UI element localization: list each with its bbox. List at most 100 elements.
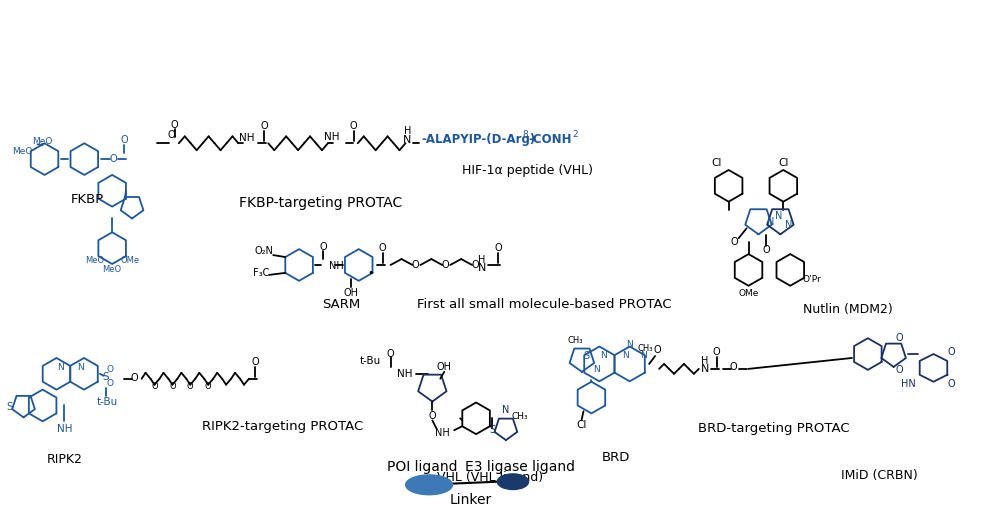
Text: Cl: Cl xyxy=(576,420,587,430)
Text: H: H xyxy=(479,255,486,265)
Text: N: N xyxy=(77,363,83,372)
Text: O: O xyxy=(494,243,501,253)
Text: S: S xyxy=(102,372,109,382)
Text: O: O xyxy=(429,412,437,422)
Text: BRD-targeting PROTAC: BRD-targeting PROTAC xyxy=(697,422,850,435)
Text: O: O xyxy=(169,382,176,391)
Text: Cl: Cl xyxy=(711,158,722,168)
Text: HIF-1α peptide (VHL): HIF-1α peptide (VHL) xyxy=(462,164,594,177)
Text: N: N xyxy=(626,340,633,349)
Text: -CONH: -CONH xyxy=(529,133,572,146)
Text: First all small molecule-based PROTAC: First all small molecule-based PROTAC xyxy=(417,298,672,311)
Text: Cl: Cl xyxy=(778,158,789,168)
Text: NH: NH xyxy=(435,428,449,438)
Text: N: N xyxy=(403,135,412,145)
Text: O₂N: O₂N xyxy=(254,246,274,256)
Text: IMiD (CRBN): IMiD (CRBN) xyxy=(841,469,917,482)
Text: BRD: BRD xyxy=(602,452,631,465)
Text: NH: NH xyxy=(324,132,339,142)
Text: 2: 2 xyxy=(573,130,578,139)
Text: N: N xyxy=(502,405,509,415)
Text: O: O xyxy=(441,260,449,270)
Text: S: S xyxy=(489,425,495,435)
Text: O: O xyxy=(167,130,175,140)
Text: N: N xyxy=(593,365,599,374)
Text: NH: NH xyxy=(329,261,343,271)
Text: E3 ligase ligand: E3 ligase ligand xyxy=(465,460,575,474)
Text: O: O xyxy=(151,382,158,391)
Text: H: H xyxy=(404,127,411,136)
Text: O: O xyxy=(109,154,117,164)
Text: OH: OH xyxy=(343,288,358,298)
Text: N: N xyxy=(641,352,646,361)
Text: N: N xyxy=(785,220,792,230)
Text: RIPK2-targeting PROTAC: RIPK2-targeting PROTAC xyxy=(202,420,363,433)
Text: O: O xyxy=(387,349,394,359)
Ellipse shape xyxy=(405,475,452,495)
Text: O: O xyxy=(471,260,479,270)
Text: O: O xyxy=(350,121,358,131)
Text: N: N xyxy=(600,352,606,361)
Text: t-Bu: t-Bu xyxy=(97,396,119,406)
Text: O: O xyxy=(731,237,739,247)
Text: O: O xyxy=(412,260,419,270)
Text: O: O xyxy=(205,382,212,391)
Text: S: S xyxy=(6,403,13,413)
Text: O: O xyxy=(121,135,128,145)
Text: MeO: MeO xyxy=(103,266,122,275)
Text: OMe: OMe xyxy=(121,256,139,265)
Text: O: O xyxy=(261,121,268,131)
Text: MeO: MeO xyxy=(32,137,53,146)
Text: 8: 8 xyxy=(523,130,529,139)
Text: O: O xyxy=(106,365,113,374)
Text: O: O xyxy=(106,379,113,388)
Text: O: O xyxy=(653,345,661,355)
Text: OMe: OMe xyxy=(739,289,758,298)
Text: Linker: Linker xyxy=(450,494,492,507)
Text: N: N xyxy=(700,364,709,374)
Text: O: O xyxy=(171,120,179,131)
Text: CH₃: CH₃ xyxy=(568,335,584,345)
Text: N: N xyxy=(767,217,774,227)
Text: O: O xyxy=(379,243,387,253)
Text: -ALAPYIP-(D-Arg): -ALAPYIP-(D-Arg) xyxy=(422,133,536,146)
Text: Nutlin (MDM2): Nutlin (MDM2) xyxy=(803,303,893,316)
Text: FKBP: FKBP xyxy=(71,193,104,206)
Text: NH: NH xyxy=(396,369,412,379)
Text: O: O xyxy=(730,362,738,372)
Ellipse shape xyxy=(497,474,529,489)
Text: N: N xyxy=(622,352,629,361)
Text: SARM: SARM xyxy=(322,298,360,311)
Text: O: O xyxy=(319,242,327,252)
Text: HN: HN xyxy=(901,379,915,388)
Text: O: O xyxy=(948,347,955,357)
Text: O: O xyxy=(251,357,259,367)
Text: N: N xyxy=(775,211,782,220)
Text: O’Pr: O’Pr xyxy=(802,275,821,285)
Text: t-Bu: t-Bu xyxy=(359,356,381,366)
Text: F₃C: F₃C xyxy=(253,268,269,278)
Text: MeO: MeO xyxy=(12,146,32,156)
Text: NH: NH xyxy=(238,133,254,143)
Text: S: S xyxy=(584,351,590,361)
Text: O: O xyxy=(948,379,955,388)
Text: O: O xyxy=(896,365,904,375)
Text: H: H xyxy=(701,356,708,366)
Text: N: N xyxy=(57,363,64,372)
Text: CH₃: CH₃ xyxy=(638,343,653,353)
Text: POI ligand: POI ligand xyxy=(387,460,457,474)
Text: O: O xyxy=(762,245,770,255)
Text: O: O xyxy=(130,373,138,383)
Text: O: O xyxy=(713,347,721,357)
Text: VHL (VHL ligand): VHL (VHL ligand) xyxy=(437,471,543,484)
Text: RIPK2: RIPK2 xyxy=(46,454,82,466)
Text: N: N xyxy=(478,263,487,273)
Text: NH: NH xyxy=(57,424,73,434)
Text: O: O xyxy=(896,333,904,343)
Text: MeO: MeO xyxy=(84,256,104,265)
Text: OH: OH xyxy=(437,362,452,372)
Text: •: • xyxy=(368,268,374,278)
Text: CH₃: CH₃ xyxy=(511,412,528,421)
Text: FKBP-targeting PROTAC: FKBP-targeting PROTAC xyxy=(239,196,402,209)
Text: O: O xyxy=(187,382,193,391)
